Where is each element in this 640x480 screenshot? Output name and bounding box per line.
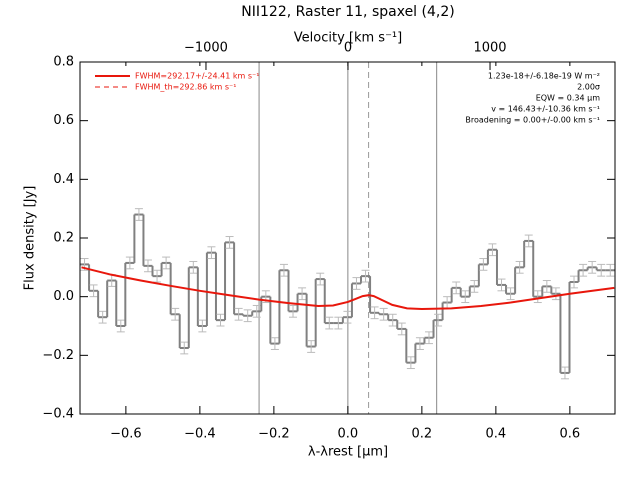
y-tick-label: 0.0 (53, 289, 74, 304)
x2-tick-label: 1000 (473, 41, 506, 56)
annotation: 2.00σ (577, 83, 600, 92)
y-axis-label: Flux density [Jy] (23, 186, 38, 291)
legend-label: FWHM=292.17+/-24.41 km s⁻¹ (135, 72, 259, 81)
y-tick-label: 0.2 (53, 231, 74, 246)
y-tick-label: 0.4 (53, 172, 74, 187)
y-tick-label: −0.2 (42, 348, 74, 363)
fit-line (81, 266, 615, 310)
annotation: v = 146.43+/-10.36 km s⁻¹ (491, 105, 600, 114)
x2-axis-label: Velocity [km s⁻¹] (294, 31, 402, 46)
x-tick-label: 0.0 (338, 427, 359, 442)
x-tick-label: −0.4 (184, 427, 216, 442)
x2-tick-label: 0 (344, 41, 352, 56)
y-tick-label: −0.4 (42, 407, 74, 422)
x-axis-label: λ-λrest [μm] (308, 445, 388, 460)
chart-title: NII122, Raster 11, spaxel (4,2) (241, 4, 454, 20)
x2-tick-label: −1000 (184, 41, 228, 56)
x-tick-label: −0.2 (258, 427, 290, 442)
x-tick-label: 0.2 (412, 427, 433, 442)
x-tick-label: −0.6 (110, 427, 142, 442)
x-tick-label: 0.6 (560, 427, 581, 442)
legend-label: FWHM_th=292.86 km s⁻¹ (135, 83, 236, 92)
annotation: 1.23e-18+/-6.18e-19 W m⁻² (488, 72, 600, 81)
y-tick-label: 0.8 (53, 55, 74, 70)
x-tick-label: 0.4 (486, 427, 507, 442)
annotation: Broadening = 0.00+/-0.00 km s⁻¹ (465, 116, 600, 125)
annotation: EQW = 0.34 μm (536, 94, 600, 103)
y-tick-label: 0.6 (53, 113, 74, 128)
